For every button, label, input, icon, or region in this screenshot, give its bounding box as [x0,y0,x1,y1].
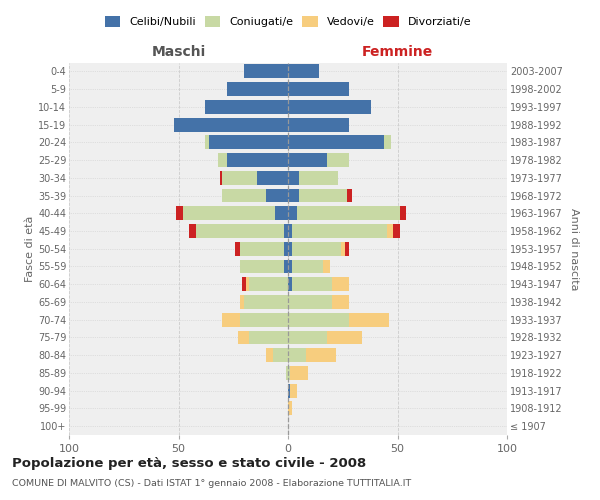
Bar [400,206,406,220]
Bar [196,224,284,238]
Text: COMUNE DI MALVITO (CS) - Dati ISTAT 1° gennaio 2008 - Elaborazione TUTTITALIA.IT: COMUNE DI MALVITO (CS) - Dati ISTAT 1° g… [12,479,411,488]
Bar [305,348,336,362]
Bar [257,171,288,184]
Bar [288,64,319,78]
Bar [288,224,292,238]
Bar [272,348,288,362]
Bar [292,242,341,256]
Bar [332,295,349,309]
Bar [292,224,386,238]
Bar [227,82,288,96]
Bar [288,242,292,256]
Bar [292,278,332,291]
Bar [286,366,288,380]
Bar [323,260,329,274]
Bar [235,242,240,256]
Bar [290,366,308,380]
Bar [386,224,393,238]
Bar [205,100,288,114]
Bar [288,153,328,167]
Bar [288,82,349,96]
Bar [328,153,349,167]
Bar [205,136,209,149]
Bar [345,242,349,256]
Bar [244,295,288,309]
Bar [349,313,389,326]
Bar [288,402,292,415]
Legend: Celibi/Nubili, Coniugati/e, Vedovi/e, Divorziati/e: Celibi/Nubili, Coniugati/e, Vedovi/e, Di… [105,16,471,27]
Bar [223,188,266,202]
Bar [288,330,328,344]
Bar [284,242,288,256]
Bar [288,348,305,362]
Bar [290,384,297,398]
Bar [248,278,288,291]
Bar [288,136,385,149]
Bar [385,136,391,149]
Bar [183,206,275,220]
Bar [238,330,248,344]
Bar [297,206,400,220]
Text: Femmine: Femmine [362,45,433,59]
Bar [176,206,183,220]
Bar [244,64,288,78]
Bar [288,188,299,202]
Bar [248,330,288,344]
Bar [288,171,299,184]
Bar [328,330,362,344]
Bar [332,278,349,291]
Bar [288,366,290,380]
Bar [288,295,332,309]
Y-axis label: Anni di nascita: Anni di nascita [569,208,580,290]
Bar [220,171,223,184]
Bar [299,171,338,184]
Bar [288,206,297,220]
Text: Maschi: Maschi [151,45,206,59]
Bar [393,224,400,238]
Bar [284,260,288,274]
Bar [288,100,371,114]
Bar [266,348,272,362]
Bar [222,313,240,326]
Bar [222,171,257,184]
Bar [174,118,288,132]
Bar [288,313,349,326]
Bar [284,224,288,238]
Bar [240,260,284,274]
Bar [240,295,244,309]
Bar [341,242,345,256]
Text: Popolazione per età, sesso e stato civile - 2008: Popolazione per età, sesso e stato civil… [12,458,366,470]
Bar [288,118,349,132]
Bar [347,188,352,202]
Bar [227,153,288,167]
Bar [266,188,288,202]
Bar [288,278,292,291]
Bar [209,136,288,149]
Bar [218,153,227,167]
Bar [190,224,196,238]
Bar [299,188,347,202]
Bar [292,260,323,274]
Bar [240,313,288,326]
Bar [275,206,288,220]
Y-axis label: Fasce di età: Fasce di età [25,216,35,282]
Bar [288,260,292,274]
Bar [242,278,247,291]
Bar [247,278,248,291]
Bar [240,242,284,256]
Bar [288,384,290,398]
